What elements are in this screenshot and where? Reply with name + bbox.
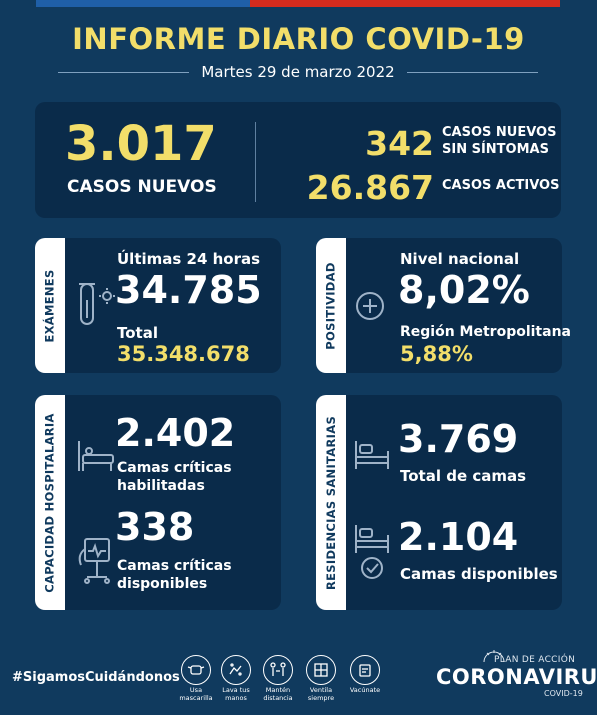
exams-period-label: Últimas 24 horas bbox=[117, 250, 261, 268]
active-cases-label: CASOS ACTIVOS bbox=[442, 178, 560, 193]
habit-hands: Lava tus manos bbox=[214, 655, 258, 702]
habit-ventilate: Ventila siempre bbox=[299, 655, 343, 702]
hospital-tab: CAPACIDAD HOSPITALARIA bbox=[35, 395, 65, 610]
exams-total-label: Total bbox=[117, 324, 158, 342]
hospital-panel: CAPACIDAD HOSPITALARIA 2.402 Camas críti… bbox=[35, 395, 281, 610]
flag-blue-stripe bbox=[36, 0, 250, 7]
residences-tab: RESIDENCIAS SANITARIAS bbox=[316, 395, 346, 610]
positivity-national-label: Nivel nacional bbox=[400, 250, 520, 268]
hospital-available-label-line2: disponibles bbox=[117, 576, 208, 592]
brand-plan-label: PLAN DE ACCIÓN bbox=[494, 655, 576, 665]
ventilate-icon bbox=[306, 655, 336, 685]
exams-total-value: 35.348.678 bbox=[117, 342, 250, 366]
residences-available-label: Camas disponibles bbox=[400, 565, 558, 583]
asymptomatic-label-line2: SIN SÍNTOMAS bbox=[442, 142, 549, 157]
habit-vaccine-label: Vacúnate bbox=[349, 686, 381, 694]
divider-line bbox=[58, 71, 190, 73]
hospital-enabled-label-line1: Camas críticas bbox=[117, 460, 232, 476]
positivity-rm-value: 5,88% bbox=[400, 342, 473, 366]
ventilator-icon bbox=[73, 535, 117, 587]
residences-tab-label: RESIDENCIAS SANITARIAS bbox=[324, 415, 338, 590]
residences-panel: RESIDENCIAS SANITARIAS 3.769 Total de ca… bbox=[316, 395, 562, 610]
new-cases-label: CASOS NUEVOS bbox=[67, 177, 217, 197]
mask-icon bbox=[181, 655, 211, 685]
distance-icon bbox=[263, 655, 293, 685]
bed-check-icon bbox=[352, 521, 392, 581]
exams-panel: EXÁMENES Últimas 24 horas 34.785 Total 3… bbox=[35, 238, 281, 373]
positivity-tab-label: POSITIVIDAD bbox=[324, 261, 338, 350]
hand-wash-icon bbox=[221, 655, 251, 685]
date-row: Martes 29 de marzo 2022 bbox=[58, 61, 538, 83]
hospital-enabled-value: 2.402 bbox=[115, 411, 236, 455]
hospital-available-label: Camas críticas disponibles bbox=[117, 557, 232, 593]
habit-vaccine: Vacúnate bbox=[343, 655, 387, 695]
brand-sub: COVID-19 bbox=[544, 689, 583, 698]
brand-name: CORONAVIRUS bbox=[436, 665, 597, 689]
plus-circle-icon bbox=[354, 290, 386, 322]
habit-mask-label: Usa mascarilla bbox=[179, 686, 213, 702]
flag-red-stripe bbox=[250, 0, 560, 7]
summary-divider bbox=[255, 122, 256, 202]
page-title: INFORME DIARIO COVID-19 bbox=[72, 22, 525, 56]
exams-tab-label: EXÁMENES bbox=[43, 268, 57, 343]
hospital-tab-label: CAPACIDAD HOSPITALARIA bbox=[43, 412, 57, 593]
habit-distance: Mantén distancia bbox=[256, 655, 300, 702]
habit-distance-label: Mantén distancia bbox=[263, 686, 293, 702]
active-cases-value: 26.867 bbox=[306, 168, 434, 207]
positivity-rm-label: Región Metropolitana bbox=[400, 324, 571, 340]
hospital-enabled-label: Camas críticas habilitadas bbox=[117, 459, 232, 495]
summary-panel: 3.017 CASOS NUEVOS 342 CASOS NUEVOS SIN … bbox=[35, 102, 561, 218]
hospital-available-value: 338 bbox=[115, 505, 195, 549]
new-cases-value: 3.017 bbox=[65, 116, 217, 172]
hospital-enabled-label-line2: habilitadas bbox=[117, 478, 205, 494]
report-date: Martes 29 de marzo 2022 bbox=[201, 63, 395, 81]
asymptomatic-label: CASOS NUEVOS SIN SÍNTOMAS bbox=[442, 124, 556, 158]
positivity-tab: POSITIVIDAD bbox=[316, 238, 346, 373]
positivity-panel: POSITIVIDAD Nivel nacional 8,02% Región … bbox=[316, 238, 571, 373]
habit-hands-label: Lava tus manos bbox=[222, 686, 250, 702]
residences-available-value: 2.104 bbox=[398, 515, 519, 559]
residences-total-label: Total de camas bbox=[400, 467, 527, 485]
habit-mask: Usa mascarilla bbox=[174, 655, 218, 702]
residences-total-value: 3.769 bbox=[398, 417, 519, 461]
bed-icon bbox=[352, 437, 392, 473]
asymptomatic-value: 342 bbox=[365, 124, 434, 163]
asymptomatic-label-line1: CASOS NUEVOS bbox=[442, 125, 557, 140]
hospital-available-label-line1: Camas críticas bbox=[117, 558, 232, 574]
habit-ventilate-label: Ventila siempre bbox=[307, 686, 335, 702]
divider-line bbox=[406, 71, 538, 73]
hashtag: #SigamosCuidándonos bbox=[12, 670, 180, 685]
government-sun-icon bbox=[482, 648, 506, 667]
exams-period-value: 34.785 bbox=[115, 268, 262, 312]
exams-tab: EXÁMENES bbox=[35, 238, 65, 373]
hospital-bed-icon bbox=[73, 437, 117, 475]
positivity-national-value: 8,02% bbox=[398, 268, 530, 312]
vaccine-icon bbox=[350, 655, 380, 685]
test-tube-icon bbox=[77, 280, 117, 332]
